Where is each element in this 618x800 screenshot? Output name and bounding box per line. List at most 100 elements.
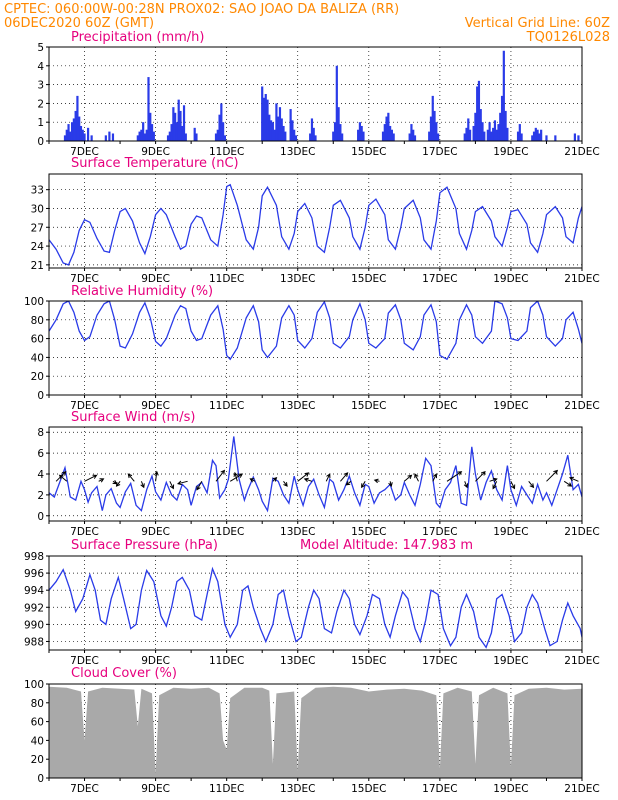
wind-vector-17 — [283, 481, 288, 487]
precip-bar-2 — [67, 124, 70, 141]
wind-vector-7 — [140, 481, 145, 489]
wind-ytick-label-3: 6 — [37, 448, 44, 460]
precip-bar-71 — [337, 107, 340, 141]
rh-xtick-label-4: 15DEC — [351, 400, 386, 412]
pres-xtick-label-1: 9DEC — [141, 655, 170, 667]
precip-bar-62 — [293, 129, 296, 141]
precip-ytick-label-2: 2 — [37, 98, 44, 110]
wind-ytick-label-1: 2 — [37, 490, 44, 502]
precip-bar-110 — [493, 120, 497, 141]
precip-bar-125 — [538, 133, 541, 141]
precip-bar-128 — [554, 135, 557, 141]
precip-ytick-label-3: 3 — [37, 80, 44, 92]
precip-xtick-label-7: 21DEC — [564, 146, 599, 158]
rh-ytick-label-1: 20 — [31, 371, 44, 383]
cloud-xtick-label-5: 17DEC — [422, 783, 457, 795]
precip-bar-23 — [147, 77, 150, 141]
wind-vector-2 — [84, 474, 98, 482]
cloud-ytick-label-1: 20 — [31, 754, 44, 766]
wind-vector-28 — [432, 473, 437, 482]
wind-vector-35 — [528, 480, 535, 489]
precip-bar-103 — [479, 109, 482, 141]
precip-bar-48 — [264, 94, 267, 141]
pres-xtick-label-5: 17DEC — [422, 655, 457, 667]
header-model-id: TQ0126L028 — [526, 30, 610, 45]
precip-bar-84 — [392, 133, 395, 141]
wind-line — [49, 436, 582, 513]
precip-bar-109 — [492, 127, 495, 141]
rh-ytick-label-3: 60 — [31, 334, 44, 346]
pres-ytick-label-5: 998 — [24, 551, 44, 563]
precip-bar-107 — [488, 122, 491, 141]
precip-bar-105 — [483, 131, 486, 141]
temp-series — [49, 183, 582, 266]
temp-ytick-label-1: 24 — [31, 241, 45, 253]
cloud-xtick-label-7: 21DEC — [564, 783, 599, 795]
rh-series — [49, 301, 582, 361]
precip-bar-25 — [150, 124, 154, 141]
wind-vector-9 — [169, 481, 175, 490]
precip-bar-119 — [518, 124, 521, 141]
precip-bar-129 — [573, 133, 576, 141]
precip-bar-74 — [357, 129, 360, 141]
wind-vector-11 — [196, 481, 203, 491]
wind-title: Surface Wind (m/s) — [71, 410, 195, 425]
precip-bar-85 — [408, 133, 411, 141]
pres-ytick-label-4: 996 — [24, 568, 44, 580]
precip-xtick-label-3: 13DEC — [280, 146, 315, 158]
wind-xtick-label-6: 19DEC — [493, 526, 528, 538]
precip-bar-44 — [222, 122, 225, 141]
precip-bar-31 — [174, 112, 177, 141]
precip-bar-123 — [534, 127, 537, 141]
wind-xtick-label-3: 13DEC — [280, 526, 315, 538]
wind-vector-8 — [154, 470, 159, 482]
precip-bar-124 — [536, 129, 539, 141]
precip-bar-55 — [277, 116, 280, 141]
header-date: 06DEC2020 60Z (GMT) — [4, 16, 154, 31]
precip-bar-7 — [76, 95, 79, 141]
rh-ytick-label-4: 80 — [31, 315, 44, 327]
precip-panel: 0 1 2 3 4 5 7DEC 9DEC 11DEC 13DEC 15DEC 17DEC 19DEC 2… — [37, 30, 599, 158]
wind-vector-3 — [98, 478, 105, 483]
precip-bar-18 — [138, 131, 141, 141]
cloud-cover-area — [49, 686, 582, 778]
rh-xtick-label-3: 13DEC — [280, 400, 315, 412]
precip-bar-32 — [175, 122, 179, 141]
temp-ytick-label-2: 27 — [31, 222, 44, 234]
wind-vector-15 — [249, 478, 256, 483]
cloud-xtick-label-0: 7DEC — [70, 783, 99, 795]
wind-vector-26 — [403, 474, 413, 482]
wind-xtick-label-5: 17DEC — [422, 526, 457, 538]
precip-bar-19 — [140, 129, 143, 141]
precip-bar-121 — [531, 135, 534, 141]
precip-bar-60 — [289, 109, 292, 141]
precip-bar-45 — [223, 135, 226, 141]
precip-bar-72 — [339, 124, 342, 141]
wind-vector-16 — [272, 476, 278, 482]
pres-xtick-label-2: 11DEC — [209, 655, 244, 667]
precip-bar-73 — [341, 133, 344, 141]
pres-xtick-label-3: 13DEC — [280, 655, 315, 667]
precip-bar-41 — [216, 129, 219, 141]
precip-bar-34 — [179, 110, 182, 141]
wind-vector-29 — [446, 471, 463, 482]
precip-bar-30 — [172, 107, 175, 141]
rh-title: Relative Humidity (%) — [71, 284, 213, 299]
wind-ytick-label-2: 4 — [37, 469, 44, 481]
wind-vector-34 — [510, 481, 516, 490]
wind-vector-12 — [215, 469, 226, 482]
wind-vector-19 — [303, 477, 313, 483]
cloud-xtick-label-1: 9DEC — [141, 783, 170, 795]
cloud-ytick-label-3: 60 — [31, 717, 44, 729]
precip-bar-79 — [383, 124, 386, 141]
temp-xtick-label-3: 13DEC — [280, 273, 315, 285]
precip-bar-112 — [497, 124, 500, 141]
cloud-ytick-label-4: 80 — [31, 698, 44, 710]
pres-ytick-label-3: 994 — [24, 585, 44, 597]
wind-vector-25 — [388, 481, 393, 488]
precip-bar-93 — [435, 122, 438, 141]
wind-xtick-label-4: 15DEC — [351, 526, 386, 538]
precip-bar-100 — [474, 112, 477, 141]
wind-vector-10 — [176, 480, 188, 486]
precip-bar-127 — [545, 135, 548, 141]
